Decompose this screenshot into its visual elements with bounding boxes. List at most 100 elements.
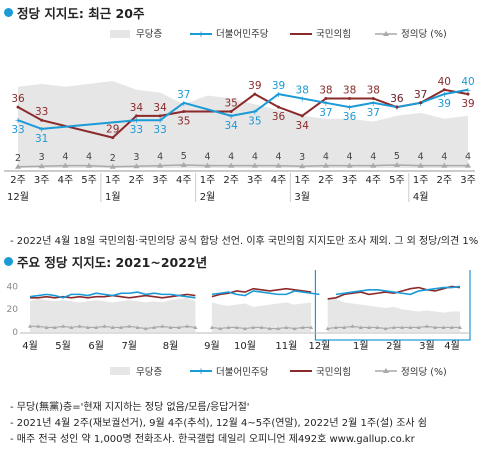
area-nonpartisan xyxy=(18,81,468,168)
point-dem: + xyxy=(251,108,258,117)
label-justice: 4 xyxy=(157,152,163,163)
point-ppp xyxy=(348,96,352,100)
highlight-recent-20-weeks xyxy=(314,270,471,341)
label-justice: 4 xyxy=(370,152,376,163)
point-justice xyxy=(417,162,424,168)
label-dem: 37 xyxy=(177,89,190,101)
point-justice-2 xyxy=(218,326,223,331)
x-tick-week: 1주 xyxy=(200,175,216,186)
x-tick-month: 2월 xyxy=(200,191,216,203)
legend-label-3: 정의당 (%) xyxy=(401,29,447,40)
point-ppp xyxy=(40,118,44,122)
legend-label-0: 무당층 xyxy=(136,29,162,40)
x-tick-week: 2주 xyxy=(223,175,239,186)
label-ppp: 38 xyxy=(319,84,332,96)
x-tick-week: 2주 xyxy=(318,175,334,186)
point-ppp xyxy=(395,105,399,109)
label-justice: 3 xyxy=(299,152,305,163)
point-justice-2 xyxy=(85,325,90,329)
point-justice xyxy=(180,162,187,167)
x-tick-month-2: 11월 xyxy=(275,340,297,352)
point-dem: + xyxy=(133,116,140,125)
label-justice: 3 xyxy=(39,152,45,163)
point-justice-2 xyxy=(234,325,239,329)
point-justice-2 xyxy=(28,324,32,328)
point-justice xyxy=(275,162,282,168)
x-tick-week: 4주 xyxy=(58,175,74,186)
point-justice-2 xyxy=(433,325,438,329)
point-justice xyxy=(109,163,116,169)
legend-marker-dem: + xyxy=(197,30,205,40)
x-tick-week: 3주 xyxy=(34,175,50,186)
note-merge-text: - 2022년 4월 18일 국민의힘·국민의당 공식 합당 선언. 이후 국민… xyxy=(10,236,367,247)
label-dem: 36 xyxy=(390,93,404,105)
label-dem: 37 xyxy=(414,89,427,101)
point-ppp xyxy=(182,110,186,113)
point-dem: + xyxy=(180,99,187,108)
x-tick-month: 1월 xyxy=(105,191,121,203)
point-justice-2 xyxy=(267,326,272,331)
legend-marker-justice xyxy=(383,31,389,36)
point-justice xyxy=(370,162,377,168)
x-tick-week: 3주 xyxy=(152,175,168,186)
label-ppp: 38 xyxy=(367,84,380,96)
label-ppp: 36 xyxy=(272,111,286,123)
point-justice-2 xyxy=(110,325,115,329)
point-justice-2 xyxy=(458,325,462,329)
point-justice xyxy=(299,163,306,169)
label-ppp: 39 xyxy=(248,80,261,92)
point-justice xyxy=(86,162,93,168)
point-justice-2 xyxy=(226,325,231,329)
label-justice: 4 xyxy=(62,152,68,163)
point-justice-2 xyxy=(309,325,314,329)
line-dem xyxy=(17,88,469,130)
point-dem: + xyxy=(15,116,22,125)
point-justice xyxy=(38,163,45,169)
point-ppp xyxy=(442,88,446,92)
label-dem: 37 xyxy=(367,107,380,119)
label-justice: 5 xyxy=(181,151,187,162)
point-justice xyxy=(204,162,211,168)
legend2-marker-justice xyxy=(383,368,389,373)
x-tick-week: 1주 xyxy=(105,175,121,186)
x-tick-month-2: 12월 xyxy=(308,340,330,352)
point-justice xyxy=(62,162,69,168)
point-justice-2 xyxy=(408,325,413,329)
point-ppp xyxy=(134,114,138,118)
point-dem: + xyxy=(157,116,164,125)
point-justice-2 xyxy=(127,324,132,328)
point-justice-2 xyxy=(424,324,429,328)
point-justice xyxy=(346,162,353,168)
point-justice-2 xyxy=(375,325,380,329)
point-justice xyxy=(322,162,329,168)
section2-title-text: 주요 정당 지지도: 2021~2022년 xyxy=(17,255,208,270)
x-tick-month-2: 3월 xyxy=(419,340,435,352)
point-justice-2 xyxy=(193,325,198,329)
point-justice-2 xyxy=(441,325,446,329)
point-justice-2 xyxy=(61,324,66,328)
note-merge-text-b: 제외. 그 외 정당/의견 1% xyxy=(369,236,479,247)
point-justice-2 xyxy=(300,325,305,329)
label-dem: 37 xyxy=(319,107,332,119)
x-tick-month-2: 6월 xyxy=(88,340,104,352)
label-ppp: 37 xyxy=(414,89,427,101)
point-ppp xyxy=(16,105,20,109)
x-tick-week: 2주 xyxy=(129,175,145,186)
point-dem: + xyxy=(323,99,330,108)
label-justice: 4 xyxy=(86,152,92,163)
label-justice: 2 xyxy=(110,153,116,164)
point-justice-2 xyxy=(152,325,157,329)
legend2-label-0: 무당층 xyxy=(136,367,162,378)
x-tick-week: 1주 xyxy=(413,175,429,186)
point-dem: + xyxy=(441,90,448,99)
x-tick-month: 3월 xyxy=(294,191,310,203)
x-tick-week: 4주 xyxy=(176,175,192,186)
label-ppp: 33 xyxy=(35,106,48,118)
point-ppp xyxy=(466,92,470,96)
point-justice xyxy=(251,162,258,168)
x-tick-week: 4주 xyxy=(365,175,381,186)
point-ppp xyxy=(419,101,423,105)
label-ppp: 29 xyxy=(106,124,119,136)
